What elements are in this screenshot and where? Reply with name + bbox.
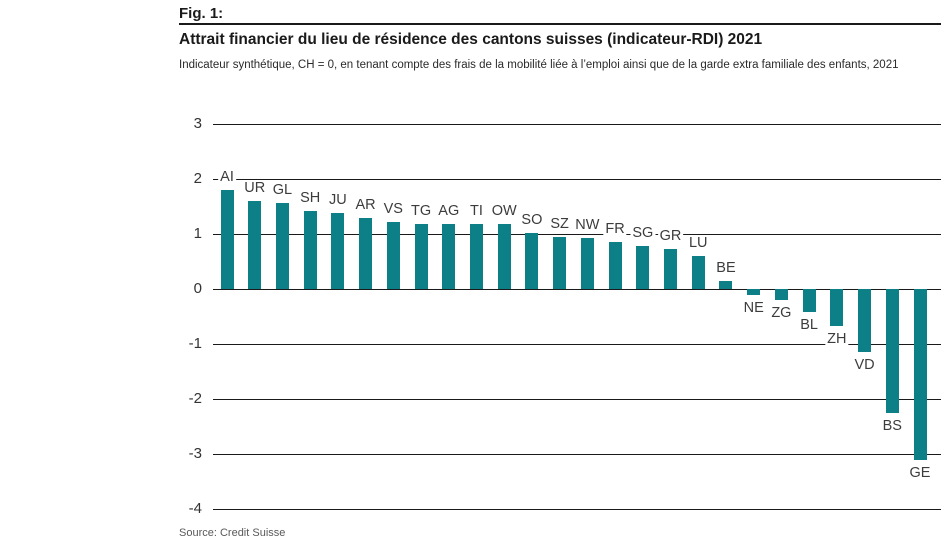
chart-title: Attrait financier du lieu de résidence d… — [179, 31, 763, 48]
bar-GE — [913, 289, 927, 460]
bar-LU — [691, 256, 705, 289]
bar-GR — [664, 249, 678, 289]
gridline--1 — [213, 344, 941, 345]
bar-label-BS: BS — [880, 418, 904, 435]
bar-TI — [469, 224, 483, 289]
bar-AR — [359, 218, 373, 289]
bar-VD — [858, 289, 872, 352]
bar-label-SO: SO — [519, 212, 545, 229]
gridline-0 — [213, 289, 941, 290]
bar-TG — [414, 223, 428, 289]
gridline-2 — [213, 179, 941, 180]
bar-label-LU: LU — [686, 235, 710, 251]
bar-label-OW: OW — [489, 203, 519, 220]
bar-AI — [220, 190, 234, 289]
y-axis-tick--4: -4 — [188, 500, 202, 517]
bar-label-GL: GL — [270, 182, 295, 199]
bar-label-NW: NW — [573, 216, 602, 233]
y-axis-tick-1: 1 — [193, 225, 202, 242]
bar-ZG — [774, 289, 788, 300]
y-axis-tick--1: -1 — [188, 335, 202, 352]
bar-label-AR: AR — [353, 197, 378, 214]
bar-GL — [275, 203, 289, 289]
bar-ZH — [830, 289, 844, 327]
bar-label-NE: NE — [741, 300, 766, 317]
gridline-1 — [213, 234, 941, 235]
gridline--3 — [213, 454, 941, 455]
figure-rule — [179, 23, 941, 25]
y-axis-tick-0: 0 — [193, 280, 202, 297]
y-axis-tick-3: 3 — [193, 115, 202, 132]
bar-SH — [303, 211, 317, 289]
bar-label-AI: AI — [218, 169, 236, 185]
y-axis-tick-2: 2 — [193, 170, 202, 187]
gridline-3 — [213, 124, 941, 125]
y-axis-tick--2: -2 — [188, 390, 202, 407]
bar-FR — [608, 242, 622, 289]
bar-BS — [885, 289, 899, 414]
bar-SG — [636, 246, 650, 289]
bar-label-BE: BE — [714, 259, 738, 276]
bar-label-ZH: ZH — [825, 331, 849, 348]
bar-NE — [747, 289, 761, 296]
bar-OW — [497, 224, 511, 289]
bar-label-ZG: ZG — [769, 305, 794, 321]
bar-SO — [525, 233, 539, 289]
bar-label-TG: TG — [408, 202, 434, 219]
bar-label-GR: GR — [657, 228, 684, 245]
bar-NW — [580, 237, 594, 289]
bar-label-VD: VD — [852, 356, 877, 373]
bar-label-SH: SH — [298, 190, 323, 207]
chart-subtitle: Indicateur synthétique, CH = 0, en tenan… — [179, 59, 899, 71]
bar-label-GE: GE — [907, 464, 933, 481]
bar-label-BL: BL — [798, 317, 820, 334]
bar-AG — [442, 223, 456, 289]
source-note: Source: Credit Suisse — [179, 527, 286, 539]
bar-label-VS: VS — [381, 200, 405, 217]
bar-label-TI: TI — [468, 203, 485, 220]
bar-label-SZ: SZ — [548, 215, 571, 232]
figure-number-label: Fig. 1: — [179, 5, 224, 22]
bar-BL — [802, 289, 816, 313]
bar-SZ — [553, 236, 567, 289]
y-axis-tick--3: -3 — [188, 445, 202, 462]
bar-UR — [248, 201, 262, 289]
bar-label-FR: FR — [603, 221, 627, 238]
bar-label-UR: UR — [242, 180, 268, 196]
bar-label-AG: AG — [436, 202, 462, 219]
bar-BE — [719, 280, 733, 289]
bar-VS — [386, 221, 400, 289]
bar-JU — [331, 213, 345, 289]
gridline--2 — [213, 399, 941, 400]
bar-label-SG: SG — [630, 225, 656, 242]
bar-label-JU: JU — [327, 192, 349, 209]
gridline--4 — [213, 509, 941, 510]
